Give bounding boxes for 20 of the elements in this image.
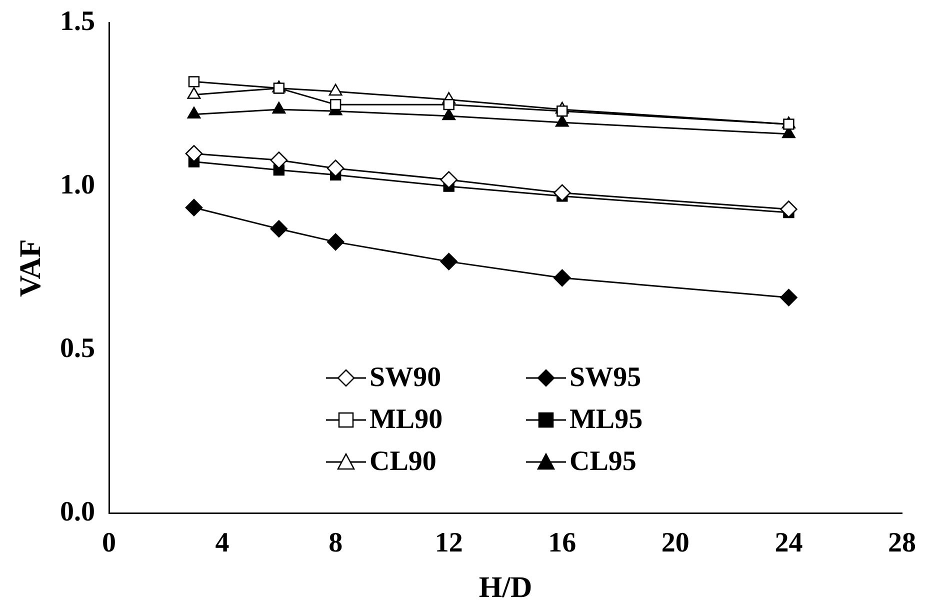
x-tick-label: 28 (888, 527, 916, 558)
x-tick-label: 4 (215, 527, 230, 558)
legend-label: SW90 (370, 362, 442, 394)
legend-label: SW95 (570, 362, 642, 394)
legend-label: ML90 (370, 404, 443, 436)
y-tick-label: 0.0 (60, 496, 95, 528)
y-tick-label: 1.5 (60, 6, 95, 38)
y-tick-label: 0.5 (60, 333, 95, 364)
x-tick-label: 0 (102, 527, 116, 558)
x-tick-label: 24 (774, 527, 803, 558)
legend-label: ML95 (570, 404, 643, 436)
x-tick-label: 20 (661, 527, 690, 558)
x-tick-label: 8 (328, 527, 343, 558)
y-axis-title: VAF (14, 239, 47, 297)
legend-label: CL90 (370, 446, 436, 478)
legend-label: CL95 (570, 446, 636, 478)
y-tick-label: 1.0 (60, 170, 95, 201)
x-axis-title: H/D (478, 570, 532, 604)
x-tick-label: 16 (548, 527, 576, 558)
x-tick-label: 12 (434, 527, 463, 558)
